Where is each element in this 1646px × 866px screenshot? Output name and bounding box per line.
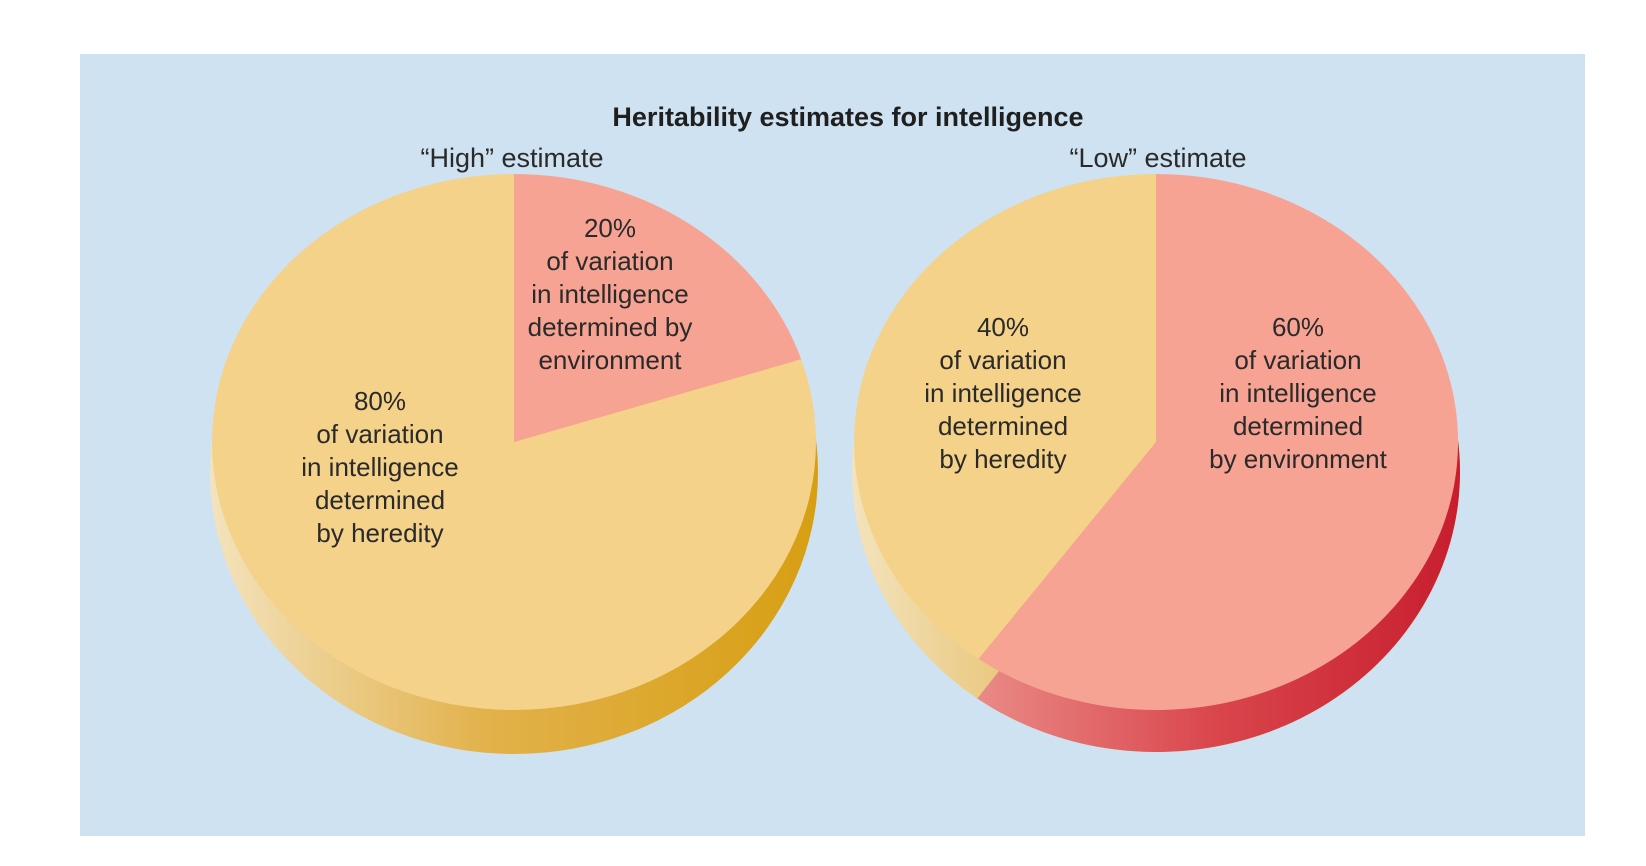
low-label-environment-line: 60% <box>1272 312 1324 342</box>
high-pie-labels: 80% of variation in intelligence determined… <box>301 213 692 548</box>
low-label-heredity-line: 40% <box>977 312 1029 342</box>
low-estimate-subtitle: “Low” estimate <box>1069 143 1246 173</box>
low-label-environment-line: determined <box>1233 411 1363 441</box>
high-estimate-pie: 80% of variation in intelligence determined… <box>210 174 818 754</box>
low-label-heredity-line: determined <box>938 411 1068 441</box>
high-label-heredity-line: 80% <box>354 386 406 416</box>
low-label-heredity-line: by heredity <box>939 444 1066 474</box>
high-label-environment-line: determined by <box>528 312 693 342</box>
high-label-environment-line: 20% <box>584 213 636 243</box>
high-pie-slices <box>211 174 816 710</box>
high-label-environment-line: in intelligence <box>531 279 689 309</box>
high-label-heredity-line: in intelligence <box>301 452 459 482</box>
low-label-heredity: 40% of variation in intelligence determined… <box>924 312 1082 474</box>
low-label-environment-line: by environment <box>1209 444 1388 474</box>
high-label-heredity-line: of variation <box>316 419 443 449</box>
low-label-environment-line: in intelligence <box>1219 378 1377 408</box>
low-label-heredity-line: of variation <box>939 345 1066 375</box>
low-label-heredity-line: in intelligence <box>924 378 1082 408</box>
low-label-environment-line: of variation <box>1234 345 1361 375</box>
high-label-environment: 20% of variation in intelligence determined… <box>528 213 693 375</box>
high-estimate-subtitle: “High” estimate <box>420 143 603 173</box>
chart-title: Heritability estimates for intelligence <box>612 102 1083 132</box>
high-label-heredity-line: by heredity <box>316 518 443 548</box>
high-label-environment-line: environment <box>538 345 682 375</box>
high-slice-heredity <box>211 174 816 710</box>
high-slice-environment <box>514 174 802 442</box>
high-label-heredity: 80% of variation in intelligence determined… <box>301 386 459 548</box>
low-pie-slices <box>854 173 1459 710</box>
low-estimate-pie: 40% of variation in intelligence determined… <box>852 173 1460 752</box>
low-pie-labels: 40% of variation in intelligence determined… <box>924 312 1387 474</box>
high-label-heredity-line: determined <box>315 485 445 515</box>
low-slice-heredity <box>854 174 1156 659</box>
low-slice-environment <box>978 173 1459 710</box>
high-label-environment-line: of variation <box>546 246 673 276</box>
low-label-environment: 60% of variation in intelligence determined… <box>1209 312 1388 474</box>
